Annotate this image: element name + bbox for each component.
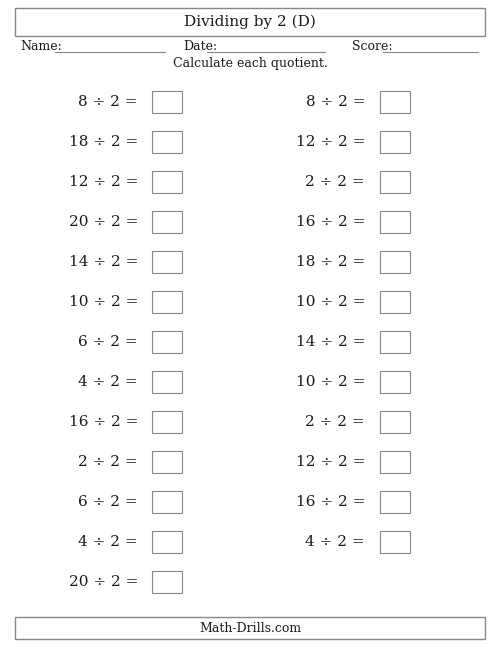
FancyBboxPatch shape — [380, 211, 410, 233]
Text: Name:: Name: — [20, 39, 62, 52]
FancyBboxPatch shape — [380, 171, 410, 193]
Text: 10 ÷ 2 =: 10 ÷ 2 = — [68, 295, 138, 309]
Text: 10 ÷ 2 =: 10 ÷ 2 = — [296, 295, 365, 309]
FancyBboxPatch shape — [152, 411, 182, 433]
FancyBboxPatch shape — [152, 211, 182, 233]
Text: 18 ÷ 2 =: 18 ÷ 2 = — [69, 135, 138, 149]
FancyBboxPatch shape — [152, 251, 182, 273]
Text: 8 ÷ 2 =: 8 ÷ 2 = — [306, 95, 365, 109]
Text: 2 ÷ 2 =: 2 ÷ 2 = — [78, 455, 138, 469]
FancyBboxPatch shape — [380, 491, 410, 513]
Text: 4 ÷ 2 =: 4 ÷ 2 = — [306, 535, 365, 549]
FancyBboxPatch shape — [380, 131, 410, 153]
Text: 12 ÷ 2 =: 12 ÷ 2 = — [68, 175, 138, 189]
FancyBboxPatch shape — [152, 91, 182, 113]
Text: Date:: Date: — [183, 39, 217, 52]
Text: 14 ÷ 2 =: 14 ÷ 2 = — [296, 335, 365, 349]
Text: 4 ÷ 2 =: 4 ÷ 2 = — [78, 375, 138, 389]
FancyBboxPatch shape — [380, 371, 410, 393]
Text: 6 ÷ 2 =: 6 ÷ 2 = — [78, 495, 138, 509]
Text: 8 ÷ 2 =: 8 ÷ 2 = — [78, 95, 138, 109]
Text: 12 ÷ 2 =: 12 ÷ 2 = — [296, 455, 365, 469]
Text: 16 ÷ 2 =: 16 ÷ 2 = — [68, 415, 138, 429]
Text: 14 ÷ 2 =: 14 ÷ 2 = — [68, 255, 138, 269]
FancyBboxPatch shape — [152, 451, 182, 473]
FancyBboxPatch shape — [380, 91, 410, 113]
Text: 16 ÷ 2 =: 16 ÷ 2 = — [296, 215, 365, 229]
Text: 4 ÷ 2 =: 4 ÷ 2 = — [78, 535, 138, 549]
FancyBboxPatch shape — [152, 131, 182, 153]
FancyBboxPatch shape — [380, 451, 410, 473]
FancyBboxPatch shape — [380, 251, 410, 273]
FancyBboxPatch shape — [380, 531, 410, 553]
FancyBboxPatch shape — [152, 291, 182, 313]
FancyBboxPatch shape — [152, 531, 182, 553]
Text: Calculate each quotient.: Calculate each quotient. — [172, 56, 328, 69]
Text: 20 ÷ 2 =: 20 ÷ 2 = — [68, 575, 138, 589]
FancyBboxPatch shape — [380, 411, 410, 433]
FancyBboxPatch shape — [15, 617, 485, 639]
Text: 12 ÷ 2 =: 12 ÷ 2 = — [296, 135, 365, 149]
Text: Math-Drills.com: Math-Drills.com — [199, 622, 301, 635]
FancyBboxPatch shape — [152, 571, 182, 593]
Text: Dividing by 2 (D): Dividing by 2 (D) — [184, 15, 316, 29]
Text: 2 ÷ 2 =: 2 ÷ 2 = — [306, 415, 365, 429]
Text: 10 ÷ 2 =: 10 ÷ 2 = — [296, 375, 365, 389]
FancyBboxPatch shape — [152, 171, 182, 193]
FancyBboxPatch shape — [152, 491, 182, 513]
Text: 2 ÷ 2 =: 2 ÷ 2 = — [306, 175, 365, 189]
FancyBboxPatch shape — [380, 331, 410, 353]
FancyBboxPatch shape — [152, 371, 182, 393]
Text: Score:: Score: — [352, 39, 393, 52]
Text: 6 ÷ 2 =: 6 ÷ 2 = — [78, 335, 138, 349]
Text: 18 ÷ 2 =: 18 ÷ 2 = — [296, 255, 365, 269]
FancyBboxPatch shape — [152, 331, 182, 353]
FancyBboxPatch shape — [380, 291, 410, 313]
Text: 16 ÷ 2 =: 16 ÷ 2 = — [296, 495, 365, 509]
FancyBboxPatch shape — [15, 8, 485, 36]
Text: 20 ÷ 2 =: 20 ÷ 2 = — [68, 215, 138, 229]
